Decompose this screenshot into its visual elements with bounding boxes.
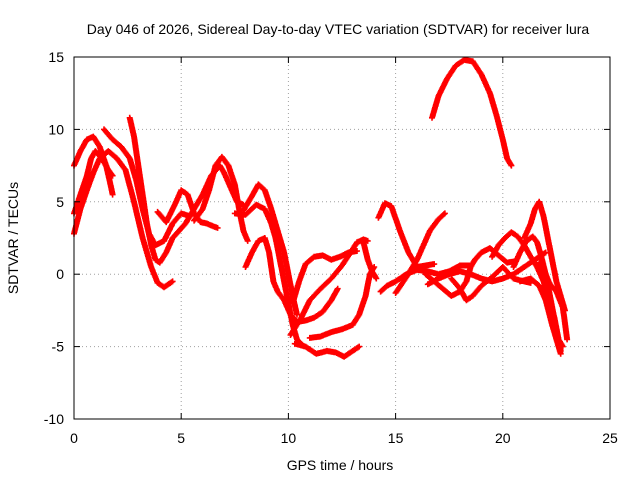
series-markers — [126, 114, 247, 266]
series-markers — [392, 210, 448, 296]
x-tick-label: 0 — [70, 430, 78, 446]
series-arc5 — [126, 114, 247, 266]
series-markers — [287, 236, 371, 338]
series-markers — [191, 153, 251, 244]
y-tick-label: 0 — [56, 266, 64, 282]
chart-title: Day 046 of 2026, Sidereal Day-to-day VTE… — [87, 21, 590, 37]
x-tick-label: 15 — [388, 430, 404, 446]
y-tick-label: -5 — [52, 339, 65, 355]
series-arc26 — [536, 259, 571, 343]
series-markers — [291, 340, 363, 360]
axis-ticks: 0 5 10 15 20 25 -10 -5 0 5 10 15 — [44, 49, 618, 446]
series-markers — [360, 239, 380, 282]
series-markers — [306, 264, 378, 341]
series-arc13 — [287, 236, 371, 338]
series-arc6 — [154, 187, 221, 231]
y-tick-label: 10 — [48, 121, 64, 137]
y-tick-label: -10 — [44, 411, 64, 427]
series-arc7 — [191, 153, 251, 244]
series-markers — [154, 187, 221, 231]
y-tick-label: 5 — [56, 194, 64, 210]
data-points — [71, 56, 571, 360]
x-tick-label: 10 — [281, 430, 297, 446]
series-markers — [429, 56, 515, 169]
series-arc10 — [242, 235, 341, 325]
x-tick-label: 20 — [495, 430, 511, 446]
series-arc14 — [306, 264, 378, 341]
plot-frame — [73, 56, 611, 420]
series-arc11 — [291, 340, 363, 360]
y-axis-label: SDTVAR / TECUs — [5, 182, 21, 294]
series-markers — [422, 245, 519, 299]
series-markers — [517, 275, 564, 357]
x-tick-label: 25 — [602, 430, 618, 446]
series-markers — [536, 259, 571, 343]
x-axis-label: GPS time / hours — [287, 457, 394, 473]
y-tick-label: 15 — [48, 49, 64, 65]
series-arc19 — [429, 56, 515, 169]
x-tick-label: 5 — [177, 430, 185, 446]
series-arc15 — [360, 239, 380, 282]
series-arc27 — [517, 275, 564, 357]
series-markers — [242, 235, 341, 325]
series-arc20 — [422, 245, 519, 299]
series-arc18 — [392, 210, 448, 296]
